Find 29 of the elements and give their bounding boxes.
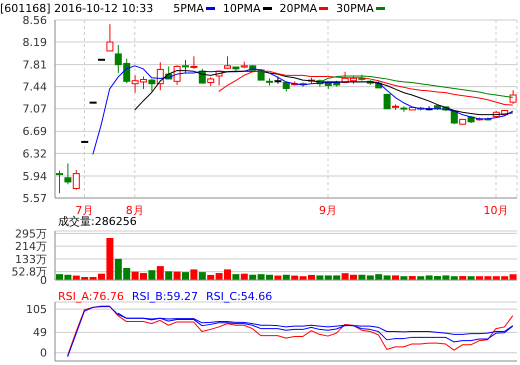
- y-tick-label: 295万: [15, 227, 47, 240]
- series-label: RSI_B:59.27: [132, 290, 198, 303]
- y-tick-label: 133万: [15, 252, 47, 266]
- x-tick-label: 7月: [75, 204, 94, 217]
- legend-label: 5PMA: [173, 2, 205, 15]
- y-tick-label: 5.57: [22, 192, 47, 205]
- y-tick-label: 49: [33, 326, 47, 340]
- chart-title: [601168] 2016-10-12 10:33: [0, 2, 154, 15]
- y-tick-label: 0: [40, 274, 47, 287]
- x-tick-label: 9月: [319, 204, 337, 217]
- y-tick-label: 8.56: [22, 14, 47, 27]
- chart-title: 成交量:286256: [58, 215, 137, 229]
- x-tick-label: 10月: [484, 204, 508, 217]
- series-label: RSI_C:54.66: [206, 290, 272, 303]
- y-tick-label: 105: [26, 302, 47, 316]
- y-tick-label: 6.32: [22, 147, 47, 160]
- y-tick-label: 7.81: [22, 58, 47, 72]
- legend-label: 20PMA: [280, 2, 318, 15]
- legend-label: 30PMA: [336, 2, 375, 15]
- series-label: RSI_A:76.76: [58, 290, 124, 303]
- y-tick-label: 7.07: [22, 102, 47, 116]
- x-tick-label: 8月: [126, 204, 144, 217]
- y-tick-label: 0: [40, 346, 47, 360]
- y-tick-label: 7.44: [22, 80, 47, 94]
- legend-label: 10PMA: [222, 2, 262, 15]
- y-tick-label: 6.69: [22, 125, 47, 138]
- y-tick-label: 214万: [15, 240, 47, 254]
- y-tick-label: 8.19: [22, 36, 47, 49]
- y-tick-label: 5.94: [22, 170, 47, 183]
